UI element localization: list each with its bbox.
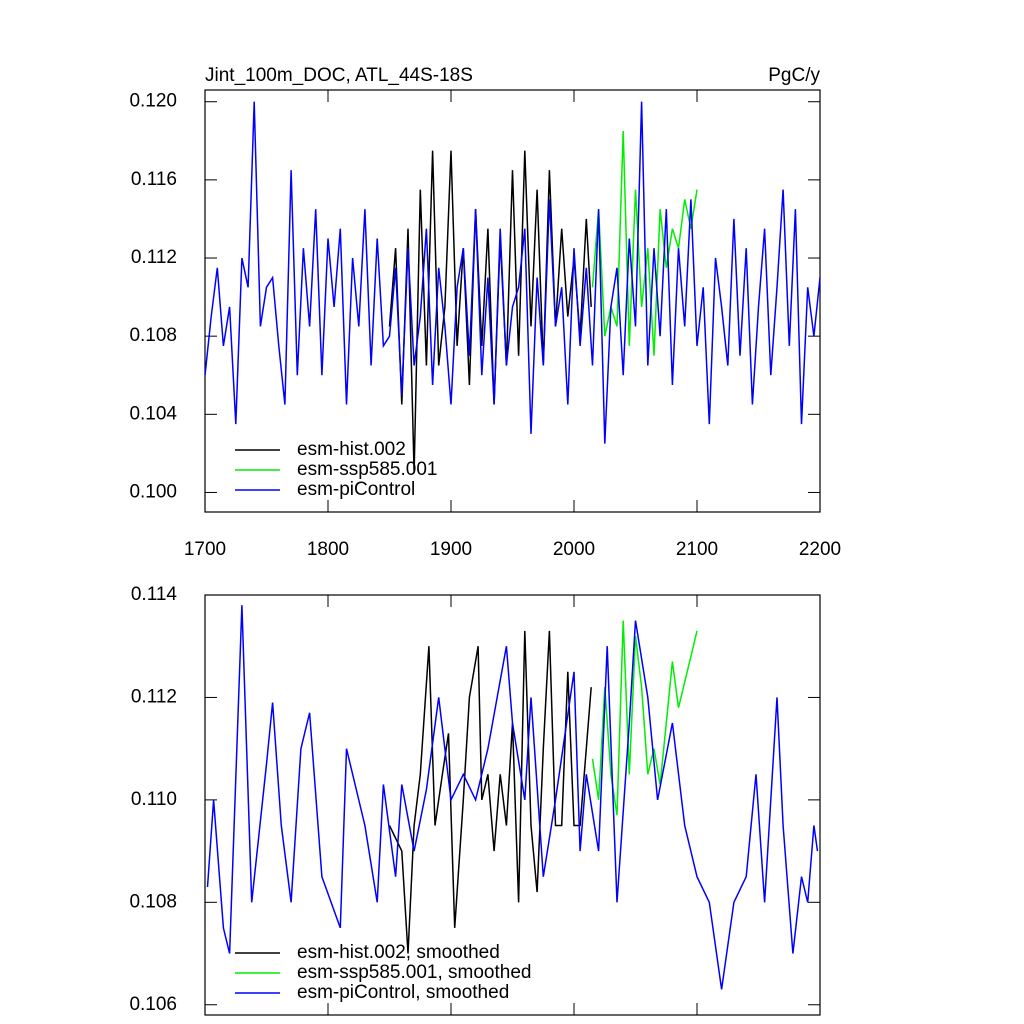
series-line xyxy=(204,101,821,444)
series-line xyxy=(388,630,592,954)
y-tick-label: 0.106 xyxy=(129,994,177,1015)
y-tick-label: 0.110 xyxy=(131,789,177,810)
y-tick-label: 0.112 xyxy=(131,686,177,707)
x-tick-label: 2100 xyxy=(676,539,718,560)
legend-label: esm-piControl, smoothed xyxy=(297,982,509,1003)
legend-label: esm-ssp585.001 xyxy=(297,459,437,480)
legend-label: esm-hist.002, smoothed xyxy=(297,942,500,963)
chart-title: Jint_100m_DOC, ATL_44S-18S xyxy=(205,65,473,86)
series-line xyxy=(206,605,819,990)
x-tick-label: 2000 xyxy=(553,539,595,560)
units-label: PgC/y xyxy=(768,65,820,86)
y-tick-label: 0.120 xyxy=(129,91,177,112)
y-tick-label: 0.116 xyxy=(131,169,177,190)
y-tick-label: 0.112 xyxy=(131,247,177,268)
y-tick-label: 0.108 xyxy=(129,891,177,912)
y-tick-label: 0.114 xyxy=(131,584,178,605)
y-tick-label: 0.108 xyxy=(129,325,177,346)
legend-label: esm-hist.002 xyxy=(297,439,406,460)
x-tick-label: 2200 xyxy=(799,539,841,560)
x-tick-label: 1700 xyxy=(184,539,226,560)
legend-label: esm-ssp585.001, smoothed xyxy=(297,962,531,983)
legend-label: esm-piControl xyxy=(297,479,415,500)
y-tick-label: 0.104 xyxy=(129,403,177,424)
plot-frame xyxy=(204,594,821,1016)
series-line xyxy=(591,130,698,356)
y-tick-label: 0.100 xyxy=(129,481,177,502)
series-line xyxy=(388,150,592,473)
x-tick-label: 1900 xyxy=(430,539,472,560)
series-line xyxy=(591,620,698,816)
x-tick-label: 1800 xyxy=(307,539,349,560)
plot-frame xyxy=(204,89,821,513)
